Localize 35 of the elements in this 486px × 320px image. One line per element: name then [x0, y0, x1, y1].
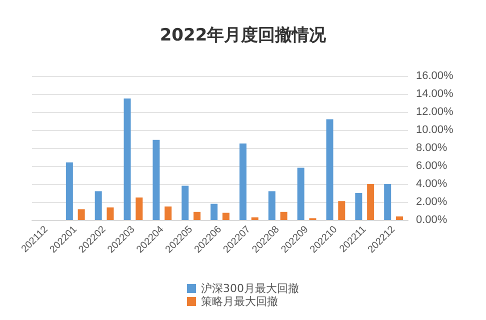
bar — [182, 186, 189, 220]
bar — [396, 216, 403, 220]
bar — [251, 217, 258, 220]
y-tick-label: 6.00% — [416, 160, 448, 172]
bar — [268, 191, 276, 220]
y-tick-label: 14.00% — [416, 88, 454, 100]
y-tick-label: 10.00% — [416, 124, 454, 136]
bar — [152, 140, 160, 220]
bar — [239, 144, 246, 220]
bar — [106, 207, 114, 220]
legend-label: 策略月最大回撤 — [201, 295, 278, 308]
chart-title: 2022年月度回撤情况 — [160, 26, 328, 46]
y-tick-label: 0.00% — [416, 214, 448, 226]
bar — [66, 162, 73, 220]
bar — [338, 201, 346, 220]
bar — [326, 119, 334, 220]
bar — [124, 98, 131, 220]
legend-label: 沪深300月最大回撤 — [201, 282, 299, 295]
bar — [164, 206, 172, 220]
y-tick-label: 2.00% — [416, 196, 448, 208]
bar — [94, 191, 102, 220]
bar — [136, 198, 143, 220]
bar — [222, 212, 230, 220]
bar — [210, 204, 218, 220]
bar — [78, 209, 85, 220]
bar — [194, 212, 201, 220]
y-tick-label: 16.00% — [416, 70, 454, 82]
bar — [280, 212, 288, 220]
bar — [367, 184, 374, 220]
bar — [355, 193, 362, 220]
y-tick-label: 8.00% — [416, 142, 448, 154]
y-tick-label: 4.00% — [416, 178, 448, 190]
y-tick-label: 12.00% — [416, 106, 454, 118]
bar — [297, 168, 304, 220]
bar — [384, 184, 392, 220]
